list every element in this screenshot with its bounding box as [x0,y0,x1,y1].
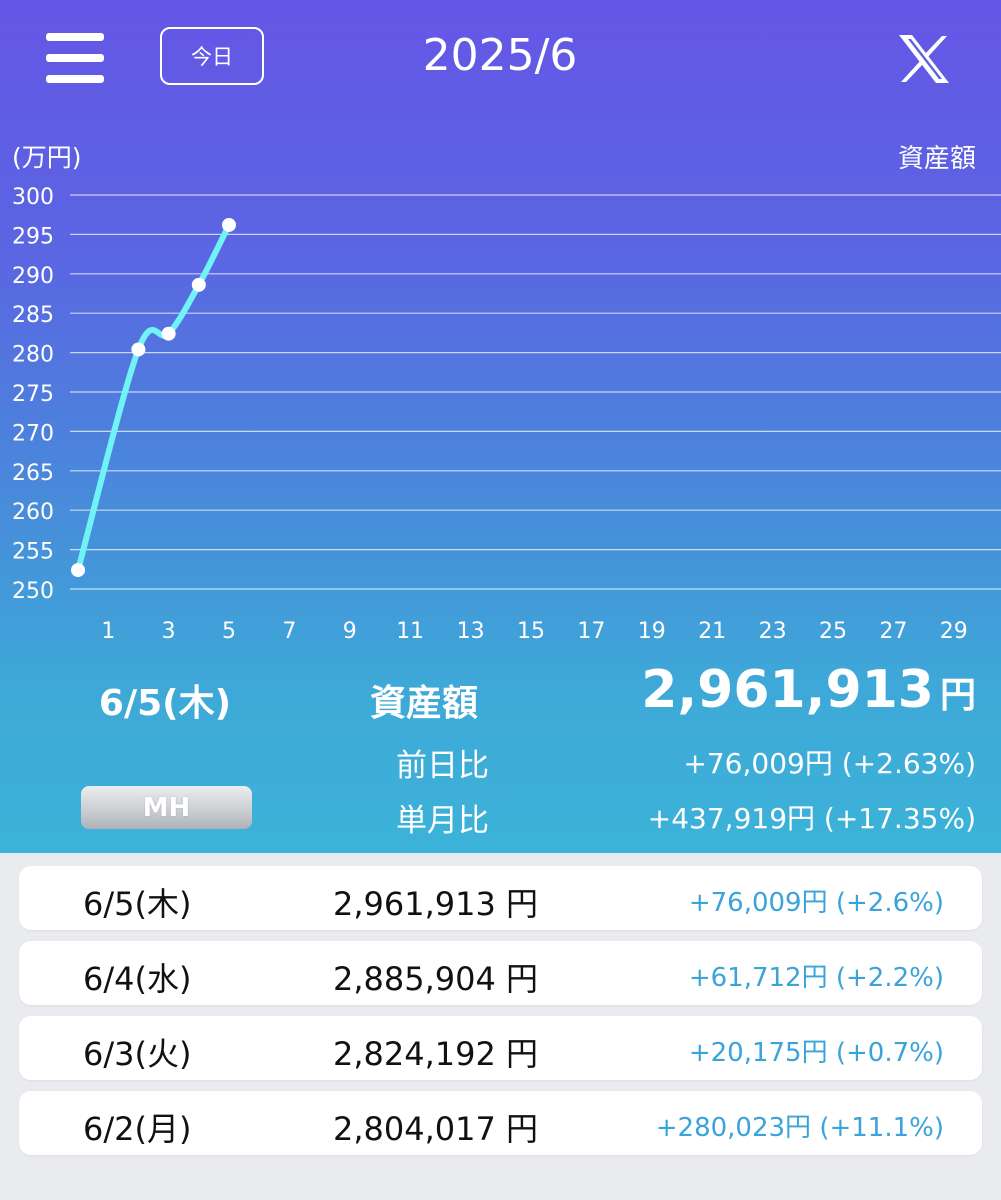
x-tick-label: 25 [819,619,847,644]
month-title: 2025/6 [422,30,578,81]
asset-value: 2,961,913 円 [641,660,976,720]
x-tick-label: 29 [940,619,968,644]
y-tick-label: 300 [12,185,54,210]
list-item[interactable]: 6/4(水) 2,885,904 円 +61,712円 (+2.2%) [19,941,982,1005]
y-tick-label: 275 [12,382,54,407]
y-tick-label: 270 [12,421,54,446]
prev-day-label: 前日比 [396,748,489,784]
x-tick-label: 5 [222,619,236,644]
y-tick-label: 295 [12,224,54,249]
mh-button[interactable]: MH [81,786,252,829]
x-tick-label: 13 [457,619,485,644]
x-tick-label: 17 [577,619,605,644]
x-tick-label: 27 [879,619,907,644]
y-tick-label: 250 [12,579,54,604]
row-change: +20,175円 (+0.7%) [688,1038,944,1068]
x-tick-label: 1 [101,619,115,644]
list-item[interactable]: 6/3(火) 2,824,192 円 +20,175円 (+0.7%) [19,1016,982,1080]
daily-list: 6/5(木) 2,961,913 円 +76,009円 (+2.6%) 6/4(… [19,866,982,1166]
x-tick-label: 19 [638,619,666,644]
row-date: 6/2(月) [83,1110,192,1148]
asset-value-unit: 円 [939,675,976,716]
prev-day-value: +76,009円 (+2.63%) [683,747,976,780]
data-point[interactable] [161,326,176,341]
x-logo-icon[interactable] [897,34,951,84]
data-point[interactable] [191,277,206,292]
asset-label: 資産額 [370,683,479,724]
row-change: +61,712円 (+2.2%) [688,963,944,993]
today-button[interactable]: 今日 [160,27,264,85]
series-line [75,221,232,574]
y-tick-label: 260 [12,500,54,525]
row-date: 6/5(木) [83,885,192,923]
chart-unit-label: (万円) [12,143,82,172]
row-value: 2,804,017 円 [333,1110,539,1148]
asset-value-number: 2,961,913 [641,660,934,720]
y-tick-label: 285 [12,303,54,328]
x-tick-label: 15 [517,619,545,644]
hamburger-menu-icon[interactable] [46,33,104,83]
list-item[interactable]: 6/2(月) 2,804,017 円 +280,023円 (+11.1%) [19,1091,982,1155]
y-tick-label: 280 [12,343,54,368]
selected-date: 6/5(木) [98,683,232,724]
data-point[interactable] [222,217,236,232]
row-date: 6/3(火) [83,1035,192,1073]
list-item[interactable]: 6/5(木) 2,961,913 円 +76,009円 (+2.6%) [19,866,982,930]
x-tick-label: 21 [698,619,726,644]
data-point[interactable] [71,563,85,578]
top-panel: 今日 2025/6 (万円) 資産額 250 255 260 265 270 275 280… [0,0,1001,853]
chart-series-label: 資産額 [897,144,976,174]
x-tick-label: 11 [396,619,424,644]
x-tick-label: 7 [282,619,296,644]
month-change-value: +437,919円 (+17.35%) [647,802,976,835]
month-change-label: 単月比 [396,803,489,839]
data-point[interactable] [131,342,146,357]
y-tick-label: 255 [12,540,54,565]
row-value: 2,824,192 円 [333,1035,539,1073]
y-tick-label: 265 [12,461,54,486]
y-tick-label: 290 [12,264,54,289]
row-value: 2,961,913 円 [333,885,539,923]
row-value: 2,885,904 円 [333,960,539,998]
row-change: +280,023円 (+11.1%) [655,1113,944,1143]
row-change: +76,009円 (+2.6%) [688,888,944,918]
row-date: 6/4(水) [83,960,192,998]
x-tick-label: 23 [759,619,787,644]
x-tick-label: 3 [162,619,176,644]
x-tick-label: 9 [343,619,357,644]
